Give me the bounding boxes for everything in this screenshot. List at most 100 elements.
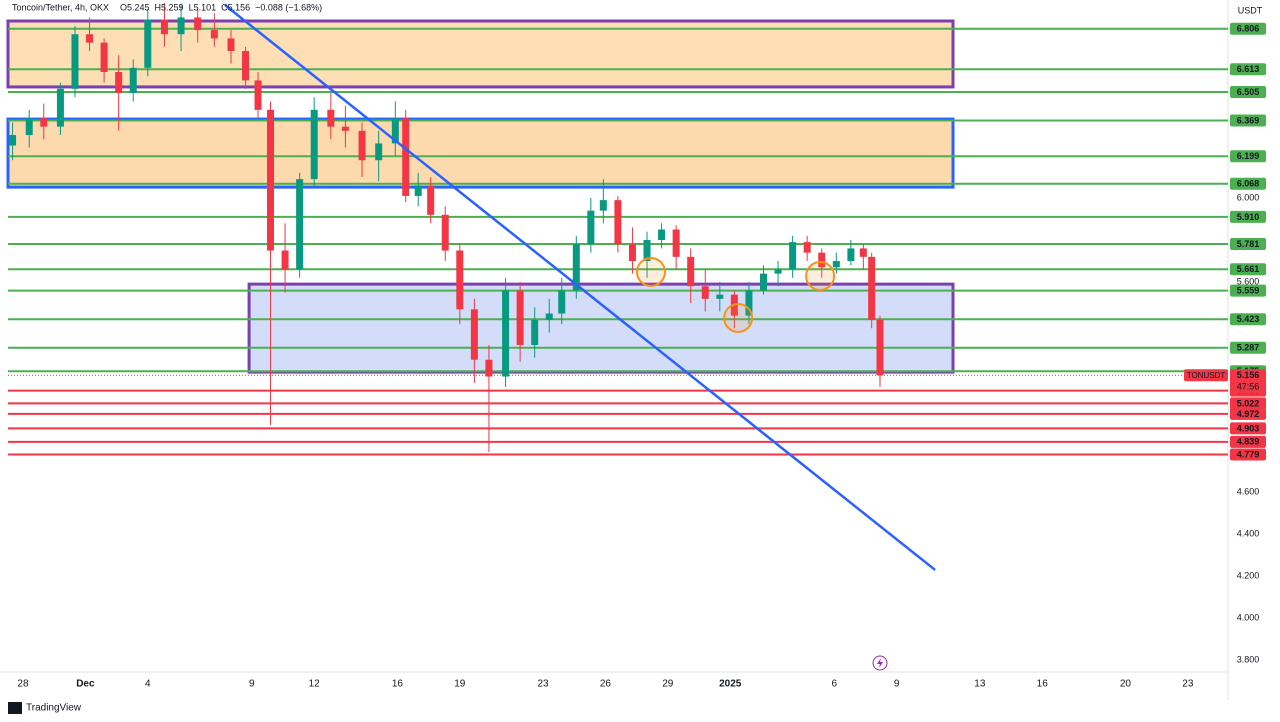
candle-body xyxy=(144,19,152,68)
level-tag xyxy=(1230,22,1266,35)
y-tick-label: 4.400 xyxy=(1237,528,1260,538)
level-tag xyxy=(1230,63,1266,76)
level-label: 4.972 xyxy=(1237,409,1260,419)
last-price-tag xyxy=(1230,369,1266,394)
x-tick-label: 26 xyxy=(600,679,612,690)
candle-body xyxy=(716,294,724,299)
level-tag xyxy=(1230,341,1266,354)
level-label: 6.369 xyxy=(1237,115,1260,125)
level-label: 6.613 xyxy=(1237,64,1260,74)
candle-body xyxy=(470,309,478,360)
candle-body xyxy=(818,252,826,268)
y-tick-label: 4.200 xyxy=(1237,570,1260,580)
candle-body xyxy=(587,210,595,245)
lightning-icon[interactable] xyxy=(872,655,888,671)
candle-body xyxy=(129,67,137,94)
candle-body xyxy=(40,118,48,127)
last-price-label: 5.156 xyxy=(1237,370,1260,380)
level-tag xyxy=(1230,210,1266,223)
x-tick-label: 9 xyxy=(249,679,255,690)
candle-body xyxy=(327,109,335,127)
unit-label: USDT xyxy=(1238,5,1263,15)
level-label: 6.505 xyxy=(1237,87,1260,97)
candle-body xyxy=(531,319,539,346)
level-label: 5.661 xyxy=(1237,264,1260,274)
candle-body xyxy=(643,240,651,262)
candle-body xyxy=(441,214,449,251)
candle-body xyxy=(687,256,695,287)
candle-body xyxy=(545,313,553,320)
ohlc-value: C5.156 xyxy=(221,2,250,12)
candle-body xyxy=(391,118,399,144)
level-label: 4.779 xyxy=(1237,449,1260,459)
level-tag xyxy=(1230,422,1266,435)
x-tick-label: Dec xyxy=(76,679,95,690)
candle-body xyxy=(358,130,366,161)
candle-body xyxy=(760,273,768,291)
candle-body xyxy=(281,250,289,270)
x-tick-label: 4 xyxy=(145,679,151,690)
candle-body xyxy=(194,17,202,31)
level-tag xyxy=(1230,85,1266,98)
y-tick-label: 6.000 xyxy=(1237,192,1260,202)
level-label: 5.287 xyxy=(1237,343,1260,353)
lightning-glyph xyxy=(877,658,883,668)
level-tag xyxy=(1230,407,1266,420)
candle-body xyxy=(672,229,680,257)
candle-body xyxy=(558,290,566,314)
x-tick-label: 13 xyxy=(974,679,986,690)
marker-circle xyxy=(635,256,666,287)
candle-body xyxy=(296,179,304,270)
symbol-tag xyxy=(1184,369,1228,382)
candle-body xyxy=(803,242,811,253)
candle-body xyxy=(876,319,884,376)
level-label: 5.781 xyxy=(1237,239,1260,249)
candle-body xyxy=(599,200,607,211)
marker-circle xyxy=(805,260,836,291)
symbol-label: TONUSDT xyxy=(1187,371,1226,380)
candle-body xyxy=(341,126,349,131)
candle-body xyxy=(210,30,218,39)
level-label: 5.423 xyxy=(1237,314,1260,324)
candle-body xyxy=(25,118,33,136)
candle-body xyxy=(516,290,524,346)
level-label: 6.068 xyxy=(1237,179,1260,189)
candle-body xyxy=(310,109,318,180)
marker-circle xyxy=(723,302,754,333)
chart-title: Toncoin/Tether, 4h, OKX xyxy=(12,2,109,12)
level-tag xyxy=(1230,435,1266,448)
level-tag xyxy=(1230,263,1266,276)
ohlc-value: O5.245 xyxy=(120,2,150,12)
candle-body xyxy=(177,17,185,35)
ohlc-value: H5.259 xyxy=(155,2,184,12)
x-tick-label: 23 xyxy=(537,679,549,690)
candle-body xyxy=(456,250,464,310)
level-label: 4.839 xyxy=(1237,437,1260,447)
candle-body xyxy=(267,109,275,251)
candle-body xyxy=(859,248,867,257)
y-tick-label: 4.000 xyxy=(1237,612,1260,622)
candle-body xyxy=(402,118,410,196)
candle-body xyxy=(572,244,580,291)
candle-body xyxy=(502,290,510,377)
candle-body xyxy=(485,359,493,377)
x-tick-label: 9 xyxy=(894,679,900,690)
x-tick-label: 12 xyxy=(309,679,321,690)
candle-body xyxy=(9,135,17,146)
x-tick-label: 2025 xyxy=(719,679,742,690)
candle-body xyxy=(227,38,235,52)
level-label: 4.903 xyxy=(1237,423,1260,433)
level-label: 5.022 xyxy=(1237,398,1260,408)
candle-body xyxy=(160,19,168,35)
trend-line xyxy=(224,4,936,571)
level-tag xyxy=(1230,177,1266,190)
level-tag xyxy=(1230,114,1266,127)
candle-body xyxy=(427,185,435,215)
ohlc-value: L5.101 xyxy=(189,2,217,12)
candle-body xyxy=(774,269,782,274)
candle-body xyxy=(789,242,797,270)
level-label: 5.910 xyxy=(1237,212,1260,222)
candle-body xyxy=(414,185,422,196)
candle-body xyxy=(658,229,666,241)
